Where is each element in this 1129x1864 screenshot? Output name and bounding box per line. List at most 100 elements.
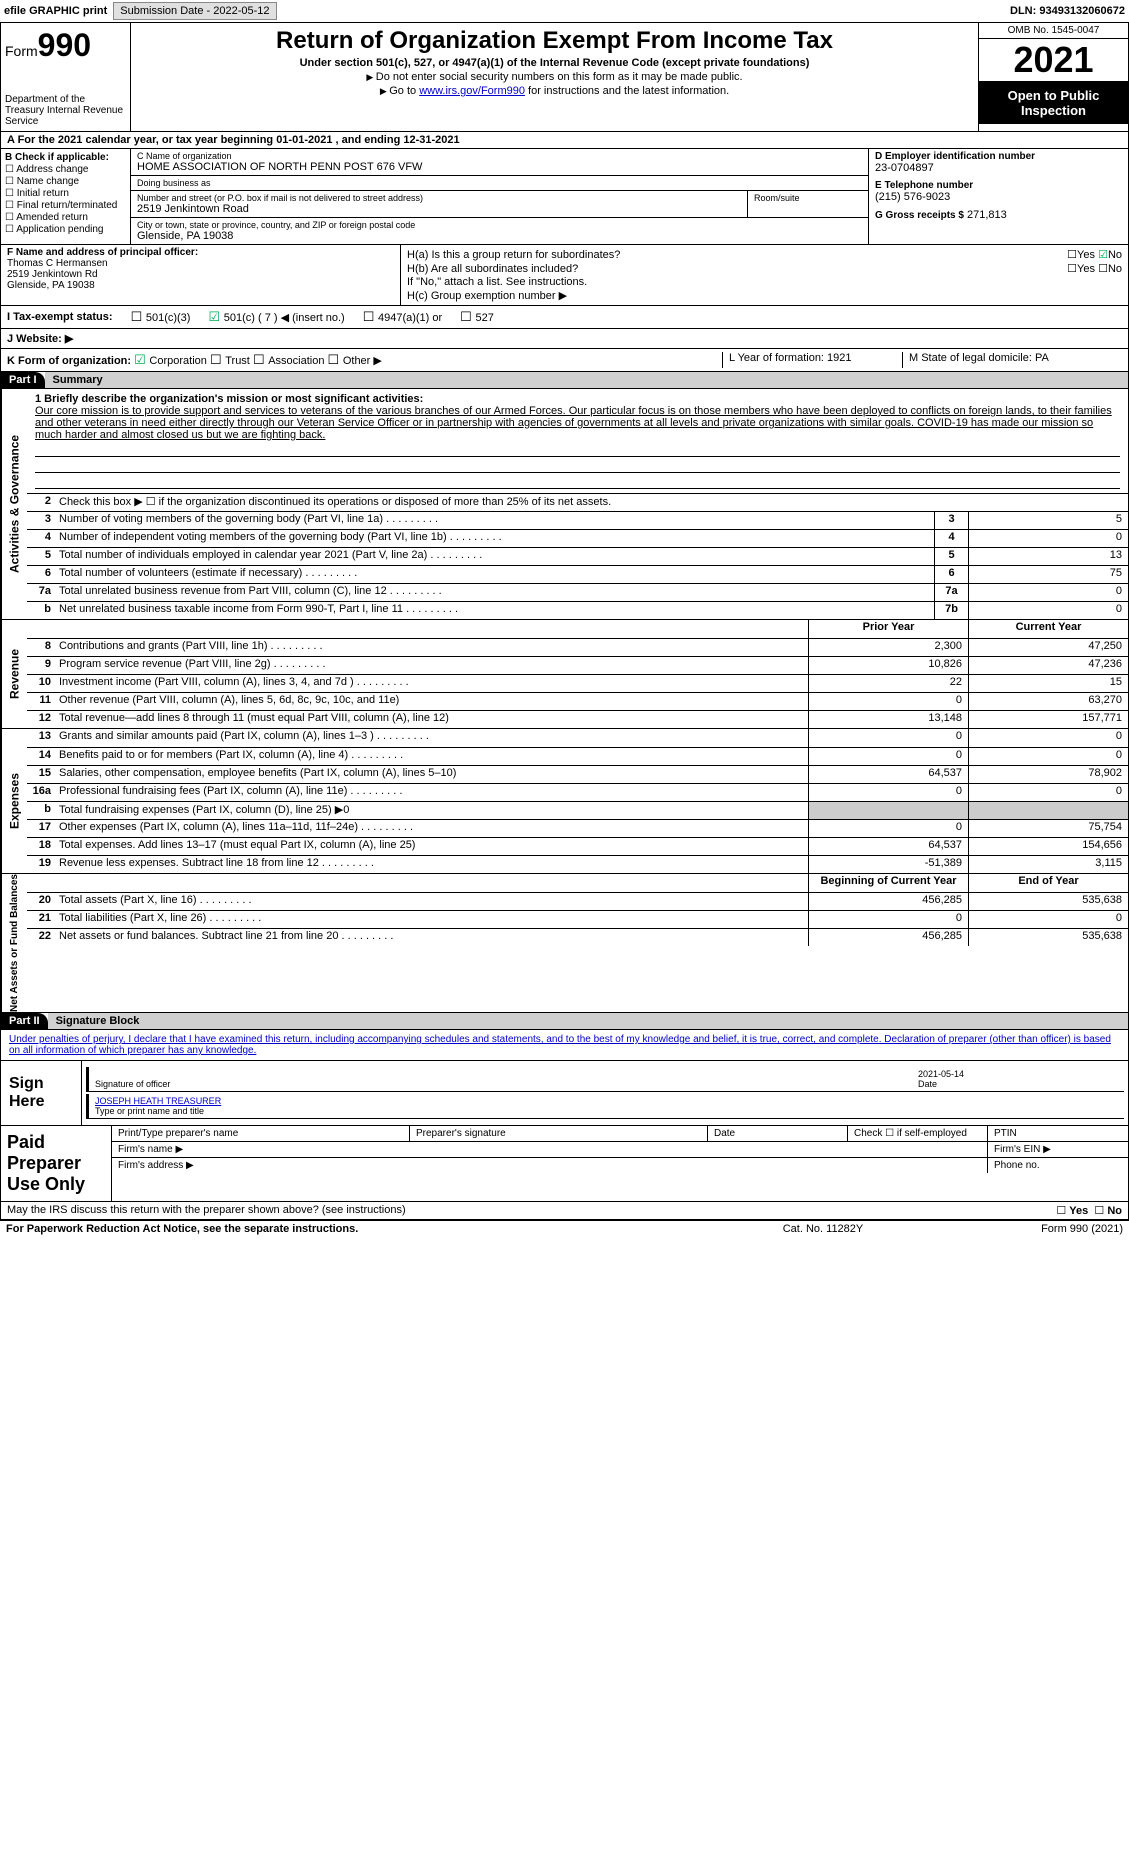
b4: 4 (934, 530, 968, 547)
ep14: 0 (808, 748, 968, 765)
i-4947[interactable]: 4947(a)(1) or (363, 309, 442, 325)
part2-header: Part II Signature Block (0, 1013, 1129, 1030)
preparer-block: Paid Preparer Use Only Print/Type prepar… (0, 1126, 1129, 1202)
hb-note: If "No," attach a list. See instructions… (407, 276, 1122, 288)
v7b: 0 (968, 602, 1128, 619)
chk-pending[interactable]: Application pending (5, 224, 126, 235)
k-assoc[interactable]: Association (253, 355, 325, 367)
nd21: Total liabilities (Part X, line 26) (59, 912, 206, 924)
en17: 17 (27, 820, 55, 837)
discuss-yes[interactable]: Yes (1069, 1205, 1088, 1217)
row-j-website: J Website: ▶ (0, 329, 1129, 349)
block-bcd: B Check if applicable: Address change Na… (0, 149, 1129, 245)
prep-h4[interactable]: Check ☐ if self-employed (848, 1126, 988, 1141)
k-corp[interactable]: Corporation (134, 355, 207, 367)
section-netassets: Net Assets or Fund Balances Beginning of… (0, 874, 1129, 1013)
chk-initial[interactable]: Initial return (5, 188, 126, 199)
block-fh: F Name and address of principal officer:… (0, 245, 1129, 306)
en15: 15 (27, 766, 55, 783)
i-lbl: I Tax-exempt status: (7, 311, 113, 323)
k-trust[interactable]: Trust (210, 355, 250, 367)
c-dba-lbl: Doing business as (137, 178, 862, 188)
d6: Total number of volunteers (estimate if … (59, 567, 302, 579)
bottom-row: For Paperwork Reduction Act Notice, see … (0, 1220, 1129, 1237)
form990-link[interactable]: www.irs.gov/Form990 (419, 85, 525, 97)
discuss-no[interactable]: No (1107, 1205, 1122, 1217)
form-number: 990 (38, 27, 91, 63)
form-word: Form (5, 43, 38, 59)
perjury-link[interactable]: Under penalties of perjury, I declare th… (9, 1034, 1111, 1056)
nd20: Total assets (Part X, line 16) (59, 894, 197, 906)
n7b: b (27, 602, 55, 619)
rn8: 8 (27, 639, 55, 656)
rd10: Investment income (Part VIII, column (A)… (59, 676, 354, 688)
i-501c[interactable]: 501(c) ( 7 ) ◀ (insert no.) (208, 309, 344, 325)
section-revenue: Revenue Prior YearCurrent Year 8Contribu… (0, 620, 1129, 729)
row-i-status: I Tax-exempt status: 501(c)(3) 501(c) ( … (0, 306, 1129, 329)
rp8: 2,300 (808, 639, 968, 656)
col-h: H(a) Is this a group return for subordin… (401, 245, 1128, 305)
d7a: Total unrelated business revenue from Pa… (59, 585, 387, 597)
ep16b (808, 802, 968, 819)
ep19: -51,389 (808, 856, 968, 873)
rc8: 47,250 (968, 639, 1128, 656)
uline1 (35, 443, 1120, 457)
form-header-mid: Return of Organization Exempt From Incom… (131, 23, 978, 131)
f-addr1: 2519 Jenkintown Rd (7, 269, 394, 280)
sign-here-label: Sign Here (1, 1061, 81, 1125)
rd12: Total revenue—add lines 8 through 11 (mu… (59, 712, 449, 724)
ha-no: No (1108, 249, 1122, 261)
form-subtitle-3: Go to www.irs.gov/Form990 for instructio… (135, 85, 974, 97)
tax-year: 2021 (979, 39, 1128, 82)
nn20: 20 (27, 893, 55, 910)
hb-lbl: H(b) Are all subordinates included? (407, 263, 1067, 275)
ed15: Salaries, other compensation, employee b… (59, 767, 456, 779)
nd22: Net assets or fund balances. Subtract li… (59, 930, 338, 942)
cat-no: Cat. No. 11282Y (723, 1223, 923, 1235)
n7a: 7a (27, 584, 55, 601)
c-suite-lbl: Room/suite (748, 191, 868, 217)
part2-tab: Part II (1, 1013, 48, 1029)
b6: 6 (934, 566, 968, 583)
hb-no: No (1108, 263, 1122, 275)
c-street: 2519 Jenkintown Road (137, 203, 741, 215)
ed13: Grants and similar amounts paid (Part IX… (59, 730, 374, 742)
side-governance: Activities & Governance (1, 389, 27, 619)
form-subtitle-2: Do not enter social security numbers on … (135, 71, 974, 83)
ha-answers: Yes No (1067, 248, 1122, 261)
discuss-row: May the IRS discuss this return with the… (0, 1202, 1129, 1220)
chk-final[interactable]: Final return/terminated (5, 200, 126, 211)
chk-address[interactable]: Address change (5, 164, 126, 175)
k-lbl: K Form of organization: (7, 355, 131, 367)
ec13: 0 (968, 729, 1128, 747)
d-phone: (215) 576-9023 (875, 191, 1122, 203)
open-to-public: Open to Public Inspection (979, 82, 1128, 124)
i-527[interactable]: 527 (460, 309, 494, 325)
rn11: 11 (27, 693, 55, 710)
k-other[interactable]: Other ▶ (328, 355, 382, 367)
sub3-pre: Go to (389, 85, 419, 97)
d-gross-lbl: G Gross receipts $ (875, 210, 964, 221)
ha-lbl: H(a) Is this a group return for subordin… (407, 249, 1067, 261)
c-name: HOME ASSOCIATION OF NORTH PENN POST 676 … (137, 161, 862, 173)
rp11: 0 (808, 693, 968, 710)
sig-name[interactable]: JOSEPH HEATH TREASURER (95, 1096, 221, 1106)
chk-amended[interactable]: Amended return (5, 212, 126, 223)
chk-name[interactable]: Name change (5, 176, 126, 187)
ep16a: 0 (808, 784, 968, 801)
rd11: Other revenue (Part VIII, column (A), li… (59, 694, 399, 706)
dept-label: Department of the Treasury Internal Reve… (5, 94, 126, 127)
n5: 5 (27, 548, 55, 565)
l1-lbl: 1 Briefly describe the organization's mi… (35, 393, 1120, 405)
omb-number: OMB No. 1545-0047 (979, 23, 1128, 39)
b3: 3 (934, 512, 968, 529)
k-state: M State of legal domicile: PA (902, 352, 1122, 368)
prep-h2: Preparer's signature (410, 1126, 708, 1141)
rp12: 13,148 (808, 711, 968, 728)
i-501c3[interactable]: 501(c)(3) (131, 309, 191, 325)
b7a: 7a (934, 584, 968, 601)
d-phone-lbl: E Telephone number (875, 180, 1122, 191)
prep-firm-name: Firm's name ▶ (112, 1142, 988, 1157)
hb-yes: Yes (1077, 263, 1095, 275)
submission-date-button[interactable]: Submission Date - 2022-05-12 (113, 2, 276, 20)
